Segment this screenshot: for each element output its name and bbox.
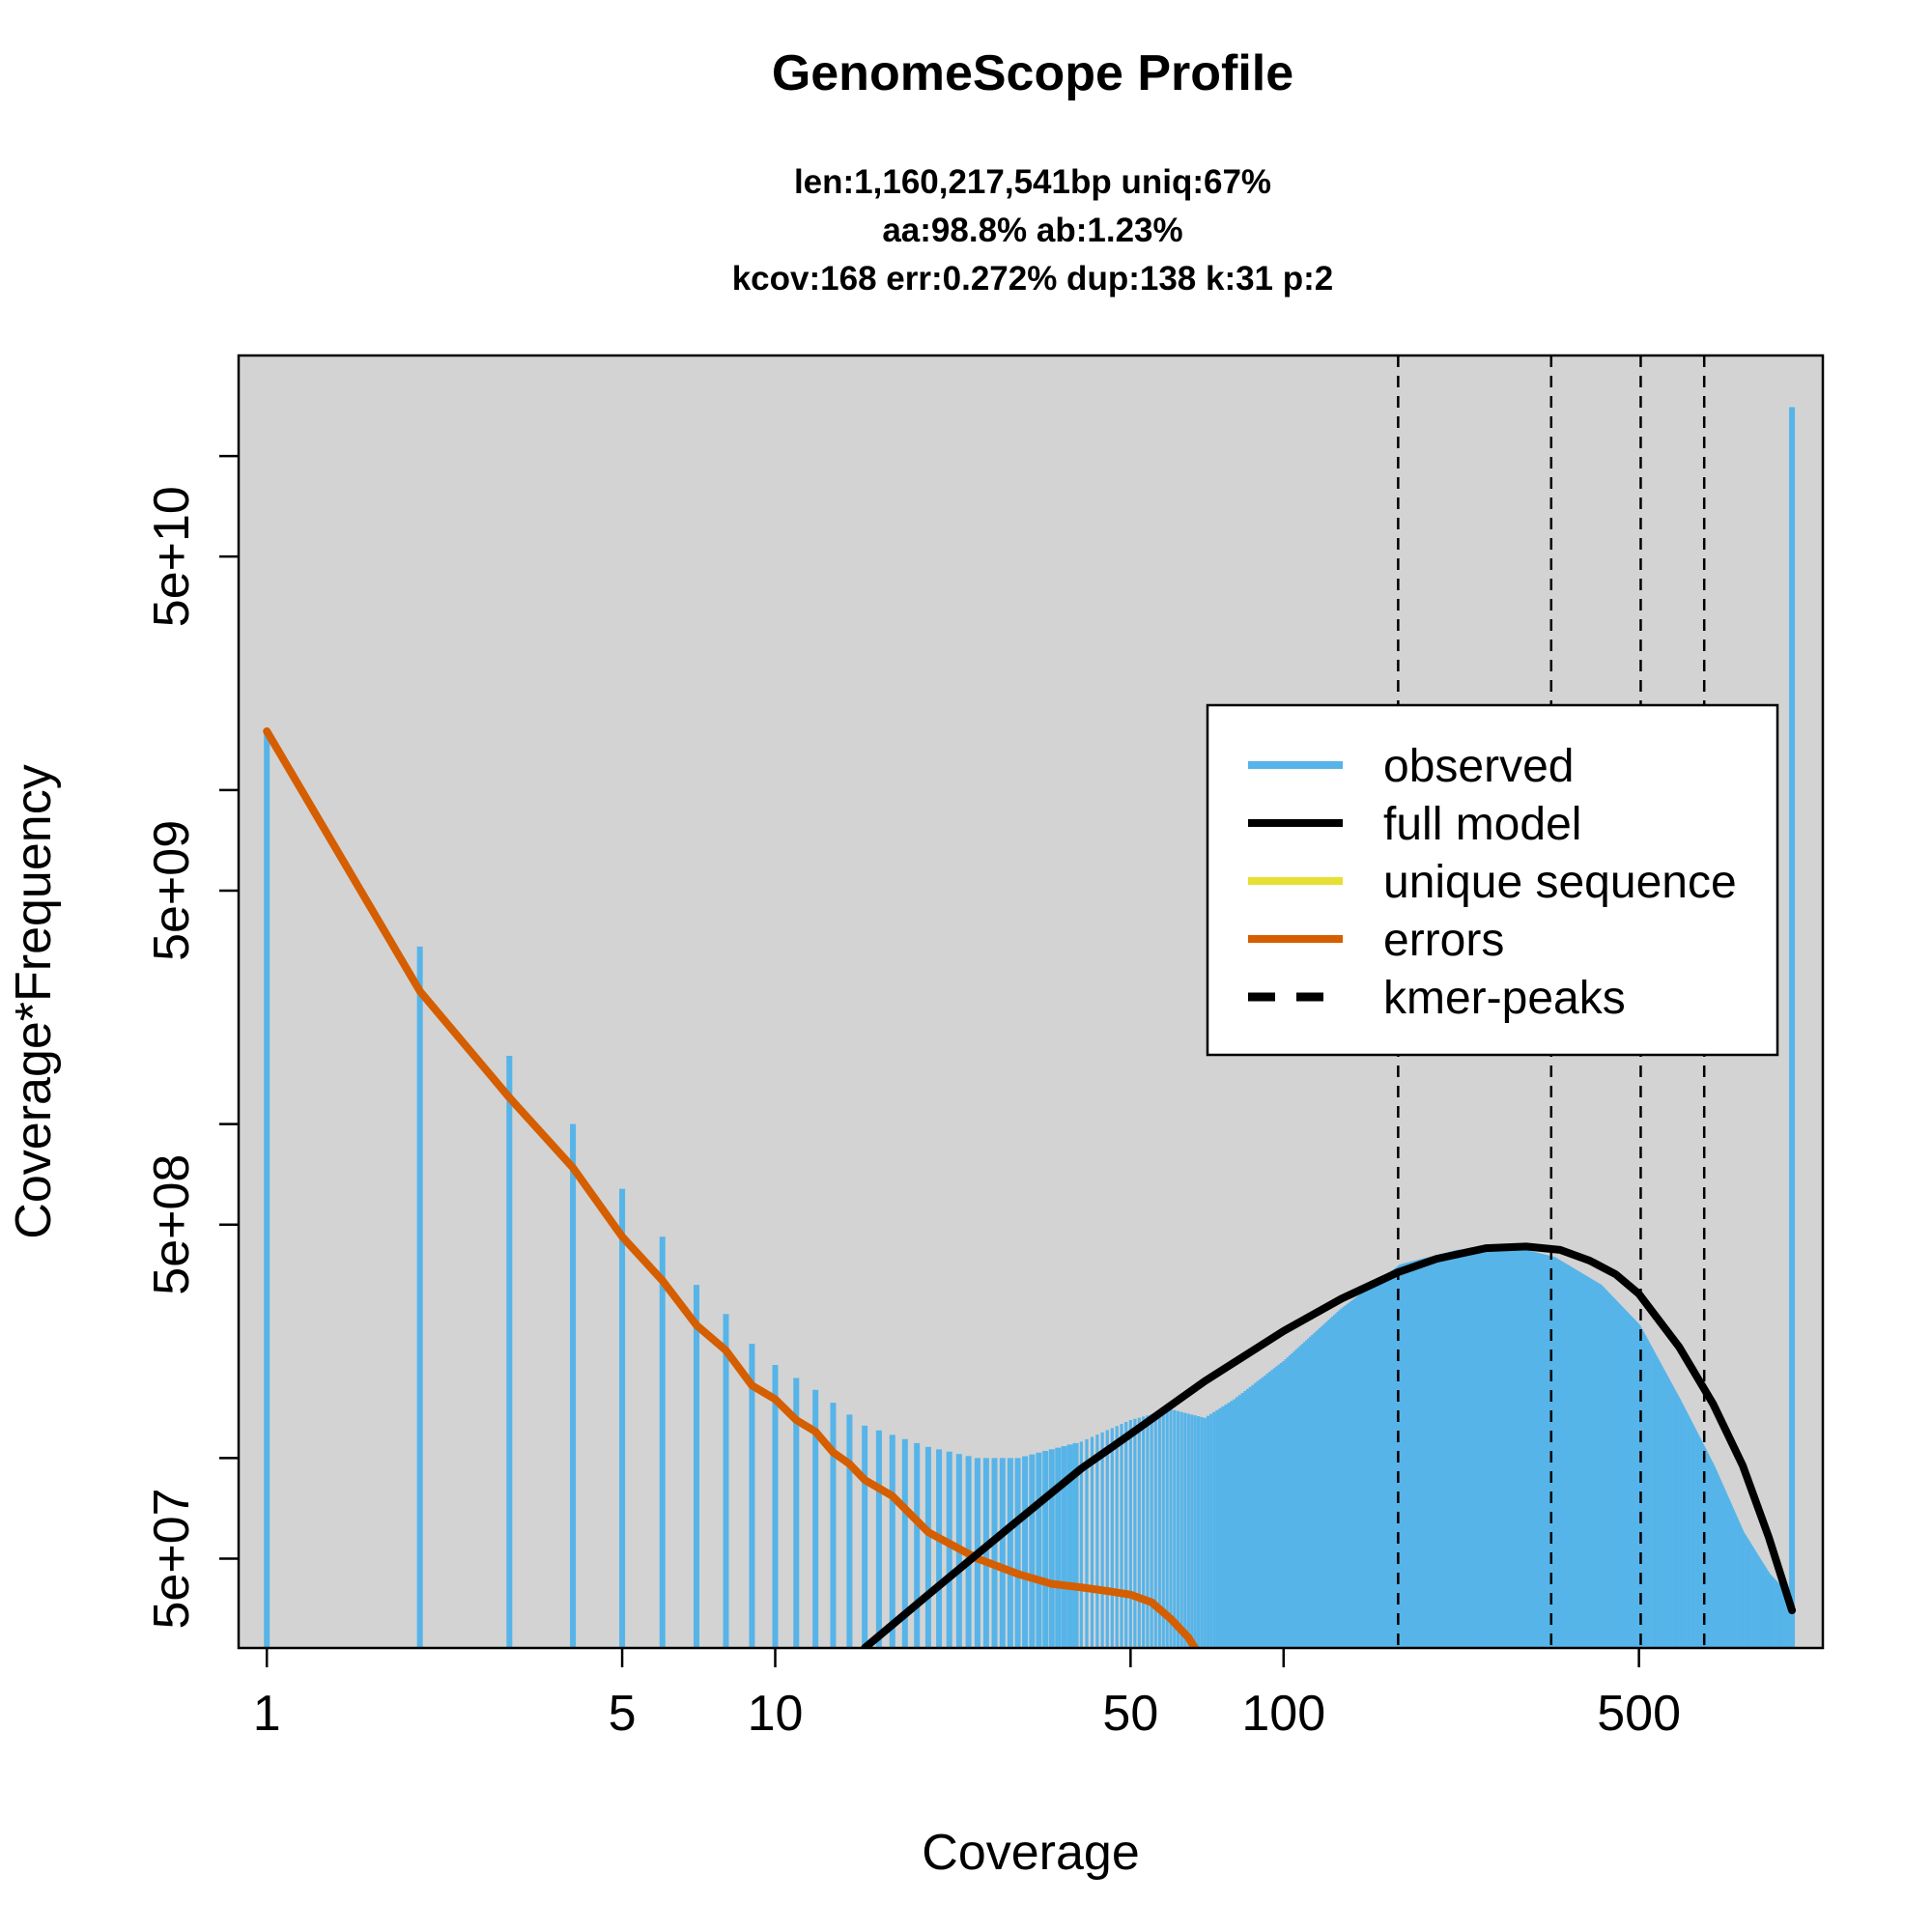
legend-label: kmer-peaks <box>1383 973 1626 1024</box>
x-tick-label: 10 <box>748 1686 804 1742</box>
x-tick-label: 5 <box>609 1686 637 1742</box>
x-tick-label: 100 <box>1241 1686 1325 1742</box>
kmer-peaks-series <box>1397 355 1706 1648</box>
full-model-line <box>861 1242 1797 1648</box>
x-axis: 1 5 10 50 100 500 <box>253 1648 1681 1742</box>
y-tick-label: 5e+08 <box>144 1154 200 1295</box>
chart-subtitle-line-3: kcov:168 err:0.272% dup:138 k:31 p:2 <box>732 260 1334 298</box>
errors-line <box>263 726 1200 1648</box>
y-tick-label: 5e+10 <box>144 486 200 627</box>
x-tick-label: 1 <box>253 1686 281 1742</box>
legend-label: unique sequence <box>1383 857 1737 908</box>
legend-label: errors <box>1383 915 1504 966</box>
legend-label: full model <box>1383 799 1581 850</box>
chart-subtitle-line-2: aa:98.8% ab:1.23% <box>882 212 1182 249</box>
x-tick-label: 50 <box>1102 1686 1158 1742</box>
y-tick-label: 5e+07 <box>144 1488 200 1629</box>
plot-area <box>263 355 1797 1648</box>
y-axis: 5e+07 5e+08 5e+09 5e+10 <box>144 454 239 1630</box>
chart-subtitle-line-1: len:1,160,217,541bp uniq:67% <box>794 163 1271 201</box>
y-axis-label: Coverage*Frequency <box>6 764 62 1238</box>
chart-title: GenomeScope Profile <box>772 45 1293 101</box>
legend: observed full model unique sequence errors k… <box>1206 703 1779 1057</box>
plot-frame <box>237 354 1825 1650</box>
x-tick-label: 500 <box>1597 1686 1681 1742</box>
legend-label: observed <box>1383 741 1574 792</box>
y-tick-label: 5e+09 <box>144 820 200 961</box>
x-axis-label: Coverage <box>922 1825 1139 1881</box>
observed-series <box>264 407 1796 1648</box>
